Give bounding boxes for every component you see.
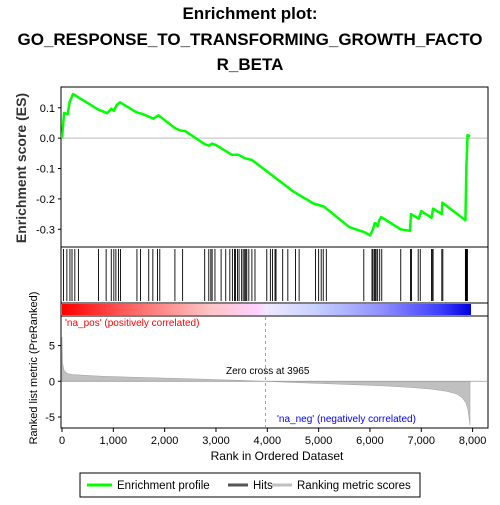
metric-y-tick-label: 0 — [49, 376, 55, 388]
title-line-3: R_BETA — [217, 55, 284, 74]
metric-y-axis: -5 0 5 — [45, 341, 61, 424]
x-tick-label: 6,000 — [356, 435, 384, 447]
es-y-tick-label: -0.2 — [36, 194, 55, 206]
x-axis: 0 1,000 2,000 3,000 4,000 5,000 6,000 7,000 8,00… — [59, 428, 486, 447]
metric-y-tick-label: 5 — [49, 341, 55, 353]
title-line-1: Enrichment plot: — [182, 4, 317, 23]
rank-color-bar — [62, 304, 471, 315]
es-y-tick-label: 0.1 — [40, 103, 55, 115]
es-panel-frame — [60, 86, 489, 248]
es-y-axis: -0.3 -0.2 -0.1 0.0 0.1 — [36, 103, 61, 236]
metric-y-tick-label: -5 — [45, 412, 55, 424]
legend-metric-label: Ranking metric scores — [297, 480, 411, 492]
es-y-tick-label: -0.1 — [36, 164, 55, 176]
x-tick-label: 4,000 — [254, 435, 282, 447]
hit-markers — [63, 249, 468, 301]
x-tick-label: 1,000 — [100, 435, 128, 447]
chart-title: Enrichment plot: GO_RESPONSE_TO_TRANSFOR… — [17, 4, 482, 74]
es-y-tick-label: -0.3 — [36, 224, 55, 236]
es-y-tick-label: 0.0 — [40, 133, 55, 145]
metric-panel-frame — [60, 315, 489, 429]
hits-panel-frame — [60, 246, 489, 304]
legend: Enrichment profile Hits Ranking metric s… — [79, 472, 421, 498]
x-tick-label: 5,000 — [305, 435, 333, 447]
x-tick-label: 7,000 — [408, 435, 436, 447]
legend-profile-label: Enrichment profile — [117, 480, 210, 492]
x-tick-label: 0 — [59, 435, 65, 447]
legend-box — [79, 472, 421, 498]
enrichment-profile-line — [60, 92, 471, 237]
x-tick-label: 2,000 — [151, 435, 179, 447]
es-y-axis-label: Enrichment score (ES) — [13, 93, 29, 243]
ranking-metric-area — [61, 317, 487, 427]
neg-correlation-label: 'na_neg' (negatively correlated) — [277, 414, 416, 425]
title-line-2: GO_RESPONSE_TO_TRANSFORMING_GROWTH_FACTO — [17, 30, 482, 49]
enrichment-profile-polyline — [60, 92, 471, 237]
pos-correlation-label: 'na_pos' (positively correlated) — [65, 318, 199, 329]
legend-hits-label: Hits — [253, 480, 273, 492]
x-axis-label: Rank in Ordered Dataset — [211, 449, 344, 463]
x-tick-label: 3,000 — [202, 435, 230, 447]
x-tick-label: 8,000 — [459, 435, 487, 447]
metric-y-axis-label: Ranked list metric (PreRanked) — [28, 292, 40, 445]
zero-cross-label: Zero cross at 3965 — [226, 366, 310, 377]
